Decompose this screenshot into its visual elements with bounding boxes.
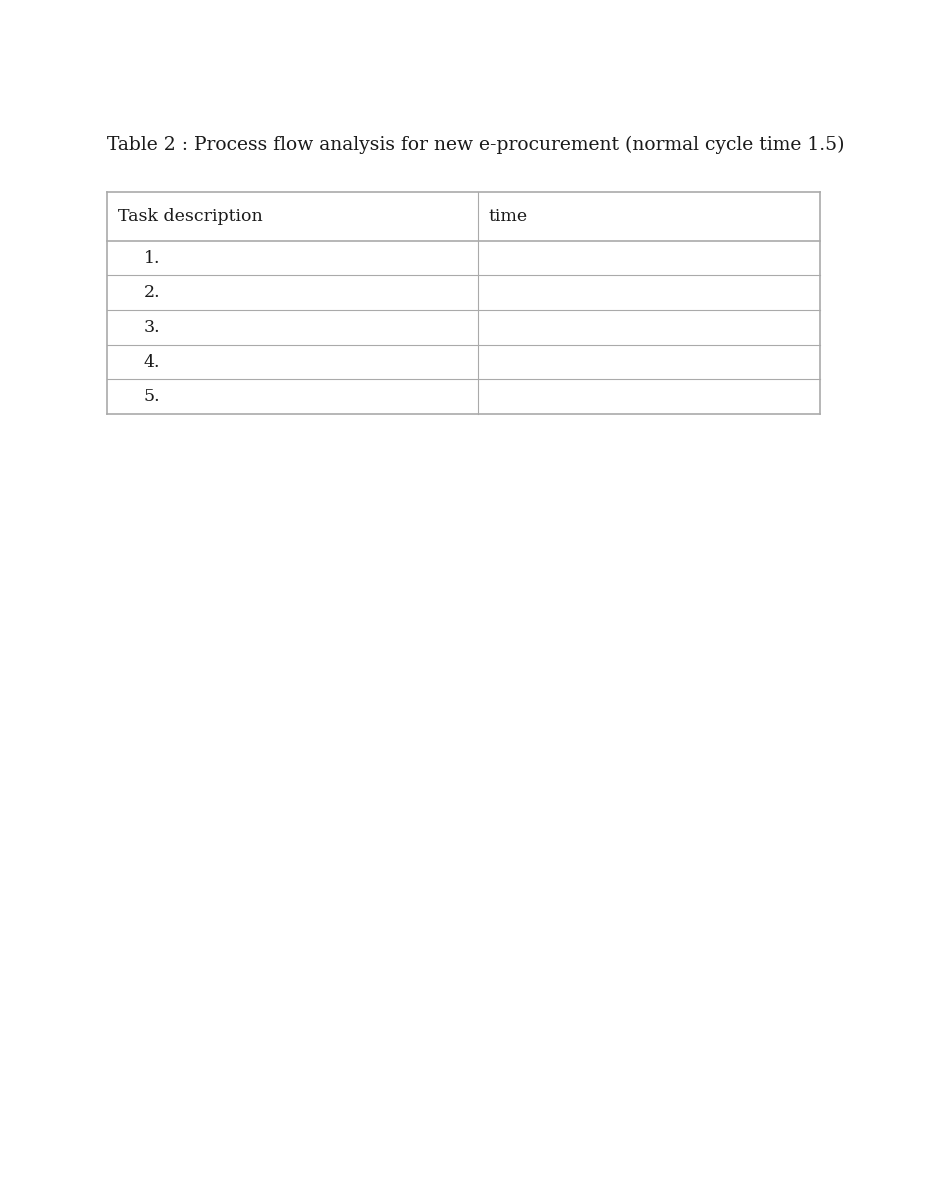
Text: Task description: Task description (118, 208, 262, 224)
Text: 2.: 2. (144, 284, 160, 301)
Text: 4.: 4. (144, 354, 160, 371)
Text: Table 2 : Process flow analysis for new e-procurement (normal cycle time 1.5): Table 2 : Process flow analysis for new … (107, 136, 844, 154)
Text: 3.: 3. (144, 319, 160, 336)
Text: 1.: 1. (144, 250, 160, 266)
Text: 5.: 5. (144, 388, 160, 406)
Text: time: time (489, 208, 528, 224)
